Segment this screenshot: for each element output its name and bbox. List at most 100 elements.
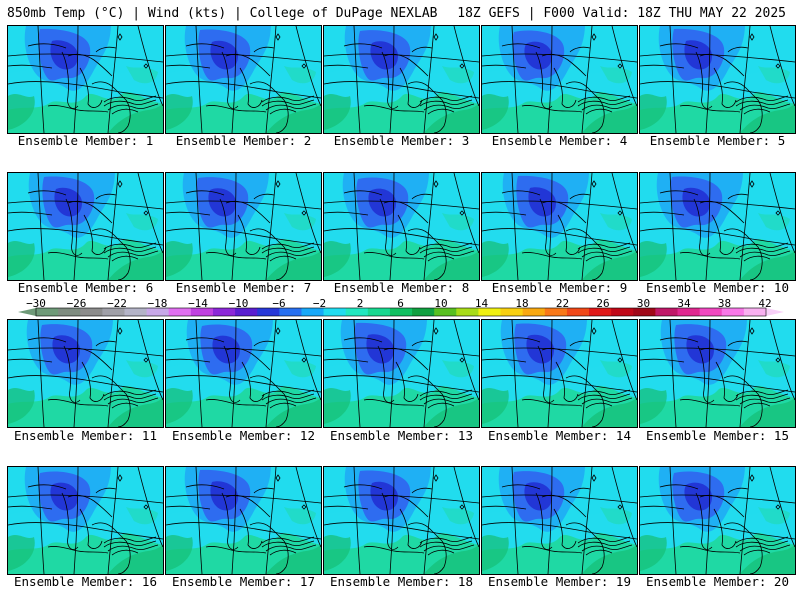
ensemble-member-label: Ensemble Member: 12 bbox=[172, 428, 315, 443]
temperature-map bbox=[166, 26, 321, 133]
ensemble-map-panel bbox=[323, 319, 480, 428]
ensemble-map-panel bbox=[639, 466, 796, 575]
colorbar-swatch bbox=[389, 308, 413, 316]
colorbar-swatch bbox=[124, 308, 148, 316]
colorbar-tick-label: 18 bbox=[515, 297, 529, 310]
run-info: 18Z GEFS | F000 Valid: 18Z THU MAY 22 20… bbox=[457, 6, 786, 21]
colorbar-swatch bbox=[212, 308, 236, 316]
colorbar-tick-label: −2 bbox=[312, 297, 327, 310]
temperature-map bbox=[8, 467, 163, 574]
temperature-map bbox=[640, 173, 795, 280]
ensemble-map-panel bbox=[323, 466, 480, 575]
ensemble-member-label: Ensemble Member: 9 bbox=[491, 280, 628, 295]
ensemble-map-panel bbox=[165, 25, 322, 134]
ensemble-map-panel bbox=[481, 25, 638, 134]
ensemble-member-label: Ensemble Member: 2 bbox=[175, 133, 312, 148]
chart-title: 850mb Temp (°C) | Wind (kts) | College o… bbox=[7, 6, 438, 21]
temperature-map bbox=[166, 173, 321, 280]
colorbar-tick-label: −14 bbox=[188, 297, 208, 310]
ensemble-map-panel bbox=[323, 25, 480, 134]
temperature-map bbox=[166, 320, 321, 427]
ensemble-member-label: Ensemble Member: 20 bbox=[646, 574, 789, 589]
colorbar-tick-label: 38 bbox=[717, 297, 732, 310]
colorbar-tick-label: 26 bbox=[596, 297, 610, 310]
colorbar-swatch bbox=[743, 308, 767, 316]
colorbar-swatch bbox=[301, 308, 325, 316]
colorbar-swatch bbox=[522, 308, 546, 316]
temperature-map bbox=[640, 467, 795, 574]
ensemble-map-panel bbox=[481, 319, 638, 428]
colorbar-swatch bbox=[699, 308, 723, 316]
colorbar-swatch bbox=[677, 308, 701, 316]
colorbar-tick-label: −18 bbox=[147, 297, 168, 310]
temperature-map bbox=[482, 173, 637, 280]
colorbar-tick-label: −6 bbox=[272, 297, 286, 310]
temperature-map bbox=[640, 320, 795, 427]
ensemble-member-label: Ensemble Member: 16 bbox=[14, 574, 157, 589]
colorbar-tick-label: 14 bbox=[474, 297, 489, 310]
colorbar-swatch bbox=[500, 308, 524, 316]
ensemble-member-label: Ensemble Member: 15 bbox=[646, 428, 789, 443]
colorbar-tick-label: −26 bbox=[66, 297, 87, 310]
temperature-map bbox=[482, 320, 637, 427]
colorbar-swatch bbox=[721, 308, 745, 316]
colorbar-tick-label: −22 bbox=[107, 297, 127, 310]
temperature-map bbox=[166, 467, 321, 574]
colorbar-outline bbox=[35, 307, 767, 317]
colorbar-swatch bbox=[168, 308, 192, 316]
ensemble-map-panel bbox=[481, 466, 638, 575]
ensemble-map-panel bbox=[165, 319, 322, 428]
ensemble-map-panel bbox=[323, 172, 480, 281]
colorbar-swatch bbox=[345, 308, 369, 316]
colorbar-tick-label: −10 bbox=[228, 297, 249, 310]
temperature-map bbox=[324, 467, 479, 574]
temperature-map bbox=[8, 173, 163, 280]
ensemble-member-label: Ensemble Member: 1 bbox=[17, 133, 154, 148]
temperature-map bbox=[324, 320, 479, 427]
ensemble-map-panel bbox=[639, 172, 796, 281]
colorbar-tick-label: 10 bbox=[434, 297, 448, 310]
colorbar-tick-label: 30 bbox=[636, 297, 651, 310]
colorbar-swatch bbox=[412, 308, 435, 316]
colorbar-tick-label: 22 bbox=[555, 297, 570, 310]
ensemble-map-panel bbox=[165, 466, 322, 575]
ensemble-member-label: Ensemble Member: 17 bbox=[172, 574, 315, 589]
colorbar-swatch bbox=[456, 308, 479, 316]
colorbar-swatch bbox=[102, 308, 125, 316]
ensemble-member-label: Ensemble Member: 3 bbox=[333, 133, 470, 148]
colorbar-swatch bbox=[655, 308, 679, 316]
colorbar-swatch bbox=[36, 308, 59, 316]
ensemble-member-label: Ensemble Member: 10 bbox=[646, 280, 789, 295]
colorbar-swatch bbox=[257, 308, 280, 316]
colorbar-swatch bbox=[478, 308, 502, 316]
temperature-map bbox=[640, 26, 795, 133]
ensemble-map-panel bbox=[7, 25, 164, 134]
colorbar-swatch bbox=[544, 308, 568, 316]
colorbar-swatch bbox=[367, 308, 391, 316]
colorbar-swatch bbox=[80, 308, 103, 316]
colorbar-swatch bbox=[589, 308, 612, 316]
colorbar-left-arrow bbox=[18, 308, 36, 316]
temperature-map bbox=[8, 26, 163, 133]
temperature-map bbox=[482, 26, 637, 133]
colorbar-tick-label: 34 bbox=[677, 297, 691, 310]
colorbar-swatch bbox=[323, 308, 347, 316]
colorbar-swatch bbox=[190, 308, 214, 316]
colorbar-swatch bbox=[279, 308, 302, 316]
colorbar-swatch bbox=[146, 308, 170, 316]
ensemble-member-label: Ensemble Member: 19 bbox=[488, 574, 631, 589]
ensemble-member-label: Ensemble Member: 4 bbox=[491, 133, 628, 148]
colorbar-swatch bbox=[58, 308, 81, 316]
ensemble-map-panel bbox=[639, 25, 796, 134]
ensemble-member-label: Ensemble Member: 8 bbox=[333, 280, 470, 295]
colorbar-swatch bbox=[633, 308, 656, 316]
ensemble-map-panel bbox=[165, 172, 322, 281]
ensemble-member-label: Ensemble Member: 5 bbox=[649, 133, 786, 148]
colorbar-tick-label: 42 bbox=[758, 297, 772, 310]
ensemble-map-panel bbox=[7, 319, 164, 428]
ensemble-member-label: Ensemble Member: 13 bbox=[330, 428, 473, 443]
ensemble-map-panel bbox=[7, 466, 164, 575]
ensemble-member-label: Ensemble Member: 14 bbox=[488, 428, 631, 443]
ensemble-member-label: Ensemble Member: 7 bbox=[175, 280, 312, 295]
colorbar-tick-label: 6 bbox=[397, 297, 404, 310]
